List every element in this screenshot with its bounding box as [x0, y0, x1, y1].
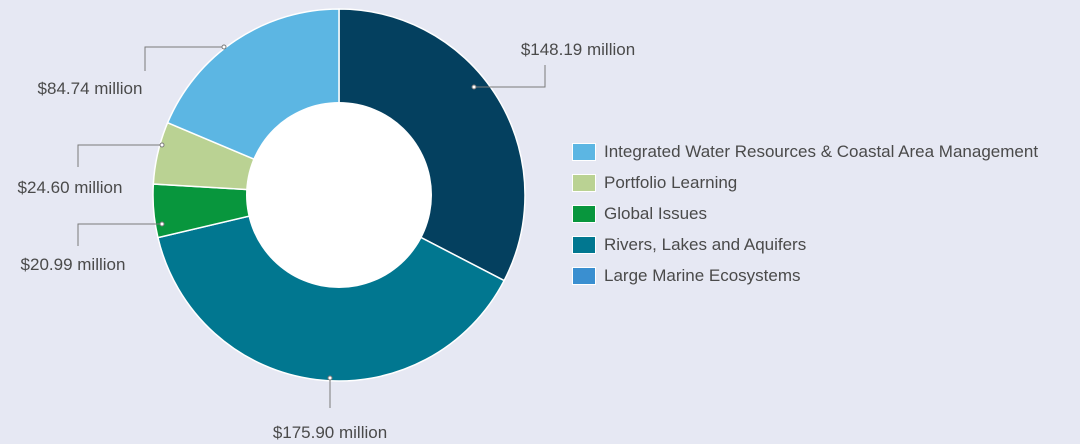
leader-dot-global-issues — [159, 221, 165, 227]
data-label-portfolio-learning: $24.60 million — [18, 178, 123, 197]
legend-item-large-marine-ecosystems: Large Marine Ecosystems — [572, 260, 1038, 291]
data-label-global-issues: $20.99 million — [21, 255, 126, 274]
legend-swatch — [572, 142, 596, 161]
legend-label: Rivers, Lakes and Aquifers — [604, 234, 807, 254]
data-label-rivers-lakes-and-aquifers: $175.90 million — [273, 423, 387, 442]
leader-dot-integrated-water-resources-coastal-area-management — [221, 44, 227, 50]
leader-dot-large-marine-ecosystems — [471, 84, 477, 90]
leader-dot-rivers-lakes-and-aquifers — [327, 375, 333, 381]
legend-label: Portfolio Learning — [604, 172, 738, 192]
data-label-integrated-water-resources-coastal-area-management: $84.74 million — [38, 79, 143, 98]
leader-line-portfolio-learning — [77, 144, 162, 167]
data-labels: $148.19 million $175.90 million $20.99 mil… — [18, 40, 636, 442]
leader-dot-portfolio-learning — [159, 142, 165, 148]
data-label-large-marine-ecosystems: $148.19 million — [521, 40, 635, 59]
legend-swatch — [572, 204, 596, 223]
legend-swatch — [572, 266, 596, 285]
legend-swatch — [572, 235, 596, 254]
legend-label: Large Marine Ecosystems — [604, 265, 801, 285]
legend-item-integrated-water-resources-coastal-area-management: Integrated Water Resources & Coastal Are… — [572, 136, 1038, 167]
leader-line-global-issues — [77, 223, 162, 246]
legend-label: Integrated Water Resources & Coastal Are… — [604, 141, 1039, 161]
legend: Integrated Water Resources & Coastal Are… — [572, 136, 1038, 291]
leader-lines — [77, 44, 546, 408]
legend-item-portfolio-learning: Portfolio Learning — [572, 167, 1038, 198]
legend-swatch — [572, 173, 596, 192]
legend-item-global-issues: Global Issues — [572, 198, 1038, 229]
leader-line-integrated-water-resources-coastal-area-management — [144, 46, 224, 71]
donut-hole — [246, 102, 432, 288]
leader-line-large-marine-ecosystems — [474, 65, 546, 88]
legend-item-rivers-lakes-and-aquifers: Rivers, Lakes and Aquifers — [572, 229, 1038, 260]
legend-label: Global Issues — [604, 203, 707, 223]
